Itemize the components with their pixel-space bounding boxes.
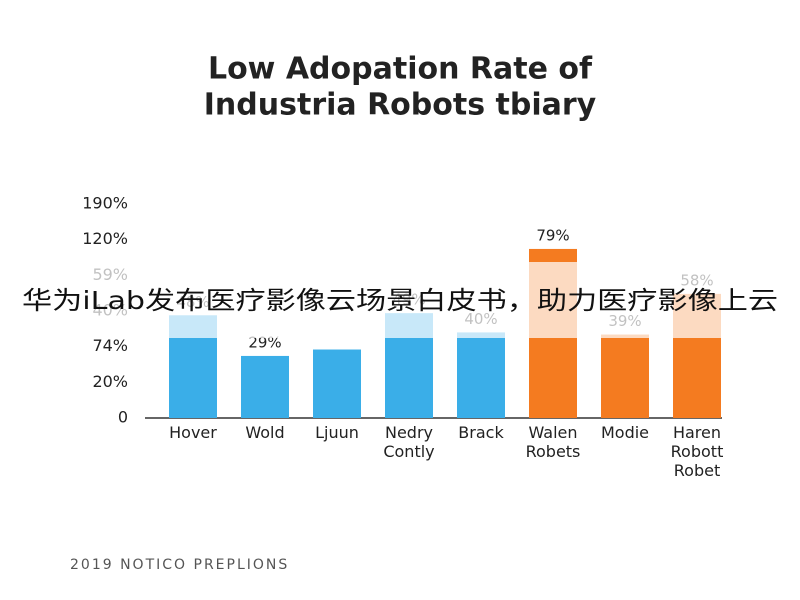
y-tick-label: 190% [82,194,128,213]
overlay-band [0,262,800,338]
x-tick-label: Ljuun [315,423,359,442]
x-tick-label: Walen Robets [526,423,581,461]
bar [241,355,289,418]
x-tick-label: Haren Robott Robet [671,423,724,480]
value-label: 79% [536,226,569,244]
x-tick-label: Wold [245,423,284,442]
y-tick-label: 120% [82,229,128,248]
footer: 2019 NOTICO PREPLIONS [70,557,289,573]
y-tick-label: 0 [118,408,128,427]
y-tick-label: 20% [92,372,128,391]
y-tick-label: 74% [92,336,128,355]
chart-title: Low Adopation Rate of [208,52,593,87]
overlay-text: 华为iLab发布医疗影像云场景白皮书，助力医疗影像上云 [22,286,778,315]
chart-title: Industria Robots tbiary [204,88,597,123]
x-tick-label: Modie [601,423,649,442]
bar [601,334,649,418]
x-tick-label: Brack [458,423,504,442]
bar [457,332,505,418]
x-tick-label: Nedry Contly [383,423,434,461]
bar [313,349,361,418]
x-tick-label: Hover [169,423,217,442]
